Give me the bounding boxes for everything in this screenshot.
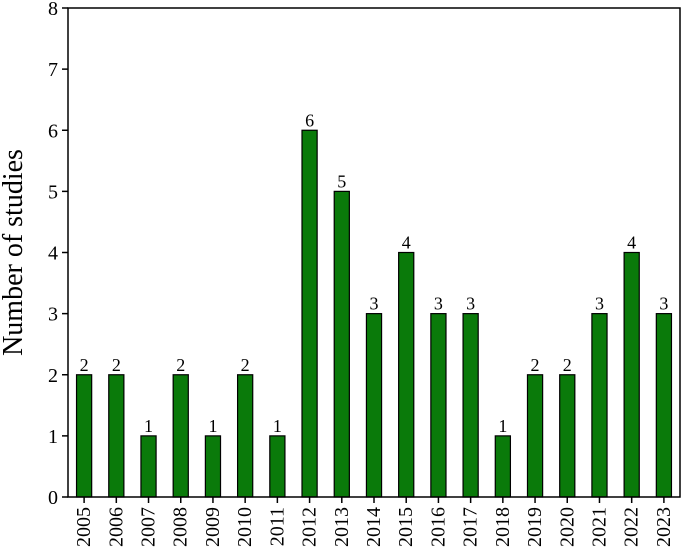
plot-frame	[67, 7, 681, 498]
bar-2006	[108, 374, 125, 498]
y-tick-label: 0	[48, 487, 58, 509]
data-label-2023: 3	[659, 294, 668, 314]
bar-2007	[140, 435, 157, 498]
bar-2008	[172, 374, 189, 498]
x-tick-label-2014: 2014	[363, 507, 385, 547]
bar-2010	[236, 374, 254, 498]
data-label-2013: 5	[337, 171, 346, 191]
data-label-2015: 4	[402, 233, 411, 253]
x-tick-label-2023: 2023	[653, 507, 675, 547]
y-tick-label: 8	[48, 0, 58, 20]
bar-2022	[623, 251, 640, 498]
bar-2017	[462, 313, 479, 498]
data-label-2009: 1	[208, 416, 217, 436]
bar-2018	[494, 435, 512, 498]
x-tick-label-2005: 2005	[73, 507, 95, 547]
data-label-2018: 1	[498, 416, 507, 436]
data-label-2020: 2	[563, 355, 572, 375]
data-label-2010: 2	[241, 355, 250, 375]
y-tick-label: 7	[48, 59, 58, 81]
data-label-2021: 3	[595, 294, 604, 314]
bar-2021	[591, 313, 608, 498]
x-tick-label-2021: 2021	[588, 507, 610, 547]
x-tick-label-2010: 2010	[234, 507, 256, 547]
x-tick-label-2018: 2018	[492, 507, 514, 547]
data-label-2022: 4	[627, 233, 636, 253]
bar-2015	[398, 251, 415, 498]
bar-2016	[430, 313, 447, 498]
x-tick-label-2007: 2007	[138, 507, 160, 547]
data-label-2005: 2	[80, 355, 89, 375]
bar-2013	[333, 190, 350, 498]
y-axis-title: Number of studies	[0, 149, 29, 356]
y-axis-ticks: 0 1 2 3 4 5 6 7 8	[48, 0, 68, 509]
y-tick-label: 3	[48, 304, 58, 326]
x-tick-label-2011: 2011	[266, 507, 288, 546]
bar-2014	[365, 313, 383, 498]
x-tick-label-2022: 2022	[621, 507, 643, 547]
x-tick-label-2020: 2020	[556, 507, 578, 547]
x-tick-label-2019: 2019	[524, 507, 546, 547]
x-tick-label-2015: 2015	[395, 507, 417, 547]
data-label-2007: 1	[144, 416, 153, 436]
bar-2011	[269, 435, 286, 498]
y-tick-label: 1	[48, 426, 58, 448]
bar-2012	[301, 129, 318, 498]
bars	[75, 129, 673, 498]
bar-2023	[655, 313, 673, 498]
bar-2009	[204, 435, 222, 498]
bar-2019	[526, 374, 544, 498]
data-label-2019: 2	[531, 355, 540, 375]
x-tick-label-2006: 2006	[105, 507, 127, 547]
data-label-2016: 3	[434, 294, 443, 314]
x-tick-label-2016: 2016	[427, 507, 449, 547]
data-labels: 2 2 1 2 1 2 1 6 5 3 4 3 3 1 2 2 3 4 3	[80, 110, 669, 436]
bar-2020	[559, 374, 576, 498]
data-label-2012: 6	[305, 110, 314, 130]
x-axis-ticks: 2005 2006 2007 2008 2009 2010 2011 2012 2013 2014…	[73, 497, 675, 547]
data-label-2011: 1	[273, 416, 282, 436]
bar-2005	[75, 374, 93, 498]
data-label-2014: 3	[370, 294, 379, 314]
data-label-2006: 2	[112, 355, 121, 375]
x-tick-label-2008: 2008	[170, 507, 192, 547]
x-tick-label-2012: 2012	[299, 507, 321, 547]
y-tick-label: 2	[48, 365, 58, 387]
x-tick-label-2017: 2017	[460, 507, 482, 547]
data-label-2008: 2	[176, 355, 185, 375]
x-tick-label-2013: 2013	[331, 507, 353, 547]
y-tick-label: 5	[48, 181, 58, 203]
y-tick-label: 4	[48, 243, 58, 265]
y-tick-label: 6	[48, 120, 58, 142]
x-tick-label-2009: 2009	[202, 507, 224, 547]
data-label-2017: 3	[466, 294, 475, 314]
